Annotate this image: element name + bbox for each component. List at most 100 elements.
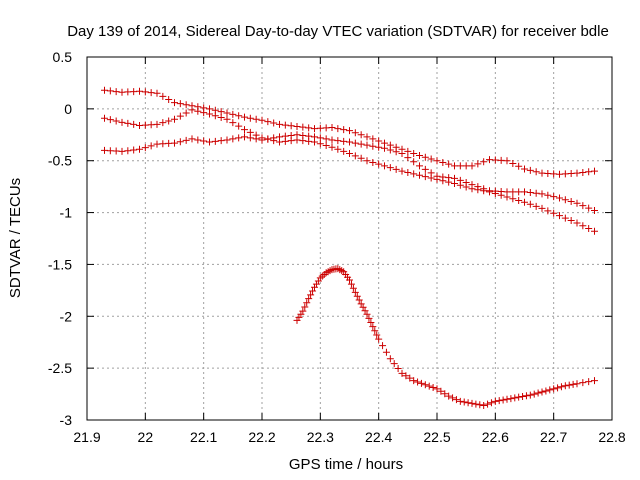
x-tick-label: 22.8	[598, 429, 625, 445]
x-axis-label: GPS time / hours	[289, 456, 403, 473]
data-point	[101, 86, 108, 94]
data-point	[357, 131, 365, 139]
x-tick-label: 22	[138, 429, 154, 445]
data-point	[270, 134, 278, 142]
data-point	[433, 157, 441, 165]
data-point	[386, 146, 394, 154]
data-point	[445, 160, 453, 168]
data-point	[101, 114, 108, 122]
data-point	[264, 118, 272, 126]
series-satellite-b	[101, 106, 598, 235]
data-point	[124, 147, 132, 155]
data-point	[252, 135, 260, 143]
data-point	[515, 393, 523, 401]
data-point	[591, 206, 598, 214]
data-point	[416, 152, 423, 160]
data-point	[188, 135, 196, 143]
data-point	[437, 387, 445, 395]
data-point	[569, 380, 577, 388]
data-point	[557, 383, 565, 391]
data-point	[579, 379, 587, 387]
data-point	[369, 323, 377, 331]
data-point	[585, 204, 593, 212]
data-point	[406, 374, 414, 382]
data-point	[521, 198, 528, 206]
x-tick-label: 22.5	[423, 429, 450, 445]
data-point	[509, 188, 517, 196]
data-point	[414, 378, 422, 386]
data-point	[328, 136, 336, 144]
data-point	[106, 147, 114, 155]
series-satellite-c	[101, 131, 598, 214]
data-point	[357, 300, 365, 308]
data-point	[340, 137, 348, 145]
data-point	[476, 401, 484, 409]
data-point	[334, 137, 342, 145]
data-point	[301, 303, 309, 311]
data-point	[276, 120, 283, 128]
data-point	[561, 170, 569, 178]
data-point	[159, 140, 167, 148]
data-point	[550, 209, 558, 217]
data-point	[402, 372, 410, 380]
data-point	[246, 134, 254, 142]
data-point	[375, 335, 383, 343]
y-tick-label: 0.5	[53, 49, 73, 65]
data-point	[480, 158, 488, 166]
data-point	[153, 120, 161, 128]
data-point	[404, 168, 412, 176]
data-point	[141, 144, 149, 152]
series-satellite-d	[293, 265, 598, 409]
data-point	[194, 107, 202, 115]
data-point	[491, 187, 499, 195]
data-point	[544, 191, 552, 199]
data-point	[130, 146, 138, 154]
data-point	[136, 87, 143, 95]
data-point	[258, 116, 266, 124]
data-point	[416, 162, 423, 170]
data-point	[421, 173, 429, 181]
data-point	[456, 162, 464, 170]
data-point	[281, 132, 289, 140]
data-point	[363, 133, 371, 141]
data-point	[386, 355, 394, 363]
data-point	[392, 148, 400, 156]
data-point	[217, 114, 225, 121]
data-point	[382, 348, 390, 356]
data-point	[217, 137, 225, 145]
y-axis: -3 -2.5 -2 -1.5 -1 -0.5 0 0.5	[48, 49, 612, 428]
data-point	[487, 399, 495, 407]
data-point	[369, 135, 377, 143]
data-point	[351, 288, 359, 296]
data-point	[241, 133, 248, 141]
data-point	[349, 284, 357, 292]
y-axis-label: SDTVAR / TECUs	[7, 178, 24, 298]
data-point	[573, 219, 581, 227]
data-point	[585, 224, 593, 232]
data-point	[375, 137, 383, 145]
data-point	[141, 121, 149, 129]
plot-frame	[86, 56, 613, 421]
data-point	[371, 327, 379, 335]
data-point	[305, 132, 313, 140]
y-tick-label: -1	[60, 205, 73, 221]
data-point	[491, 156, 499, 164]
data-point	[526, 200, 534, 208]
data-point	[316, 124, 324, 132]
data-point	[363, 141, 371, 149]
data-point	[363, 157, 371, 165]
data-point	[346, 127, 353, 135]
data-point	[316, 134, 324, 142]
data-point	[381, 144, 388, 152]
data-point	[585, 168, 593, 176]
data-point	[299, 123, 307, 131]
data-point	[427, 155, 435, 163]
data-point	[462, 178, 470, 186]
data-point	[328, 124, 336, 132]
data-point	[334, 125, 342, 133]
data-point	[235, 112, 243, 120]
data-point	[445, 392, 453, 400]
data-point	[176, 138, 184, 146]
data-point	[363, 310, 371, 318]
data-point	[561, 214, 569, 222]
